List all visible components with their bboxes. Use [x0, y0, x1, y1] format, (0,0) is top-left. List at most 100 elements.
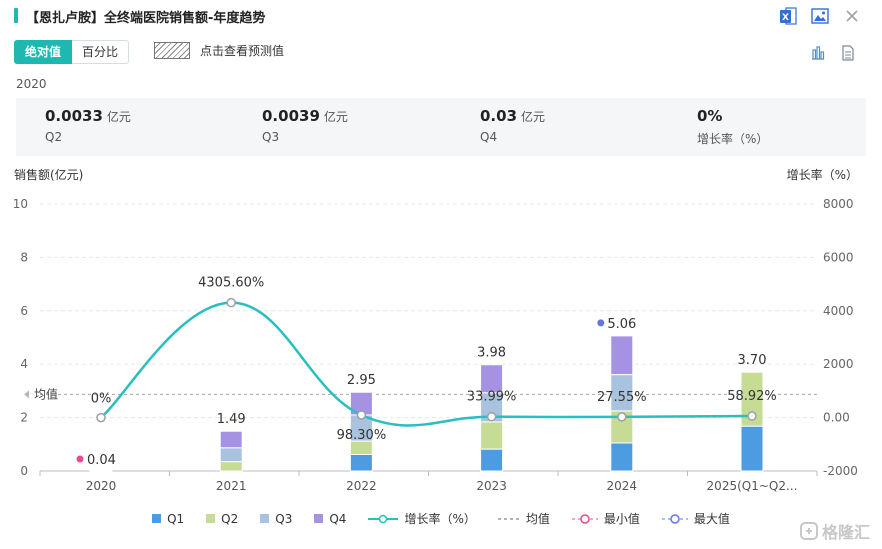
- bar-segment-q1: [610, 442, 634, 472]
- percentage-tab[interactable]: 百分比: [72, 40, 130, 64]
- summary-item-q3: 0.0039 亿元 Q3: [262, 106, 348, 144]
- image-export-icon[interactable]: [810, 6, 830, 26]
- bar-segment-q2: [480, 421, 504, 450]
- left-axis-title: 销售额(亿元): [14, 168, 84, 182]
- forecast-label: 点击查看预测值: [200, 44, 285, 58]
- growth-rate-label: 33.99%: [467, 390, 517, 405]
- legend-label: Q2: [221, 511, 239, 526]
- summary-item-growth: 0% 增长率（%）: [697, 106, 768, 147]
- right-axis-title: 增长率（%）: [786, 168, 858, 182]
- legend-label: Q4: [329, 511, 347, 526]
- legend-line-icon: [368, 514, 399, 523]
- growth-rate-point: [96, 412, 106, 423]
- growth-rate-label: 27.55%: [597, 390, 647, 405]
- bar-segment-q4: [219, 430, 243, 449]
- forecast-hatch-icon: [154, 42, 190, 59]
- y-left-tick-label: 8: [20, 250, 28, 264]
- growth-rate-point: [747, 411, 757, 421]
- legend-label: 最小值: [603, 512, 640, 526]
- legend-item-q3[interactable]: Q3: [260, 510, 292, 527]
- bar-segment-q1: [740, 425, 764, 472]
- legend-item-q4[interactable]: Q4: [314, 510, 346, 527]
- chart-title: 【恩扎卢胺】全终端医院销售额-年度趋势: [26, 11, 266, 26]
- legend-item-q2[interactable]: Q2: [206, 510, 238, 527]
- bar-total-label: 3.98: [477, 346, 506, 361]
- summary-value: 0.0039: [262, 107, 320, 125]
- legend-swatch: [260, 514, 270, 523]
- bar-segment-q1: [480, 448, 504, 472]
- min-value-marker: [76, 455, 84, 463]
- y-right-tick-label: -2000: [823, 464, 858, 478]
- summary-value: 0.0033: [45, 107, 103, 125]
- y-left-tick-label: 10: [13, 197, 28, 211]
- growth-rate-line: [100, 301, 753, 427]
- y-left-tick-label: 2: [20, 411, 28, 425]
- bar-segment-q4: [480, 364, 504, 394]
- growth-rate-point: [226, 297, 236, 308]
- growth-rate-label: 58.92%: [727, 389, 777, 404]
- growth-rate-label: 4305.60%: [198, 276, 264, 291]
- legend-item-mean[interactable]: 均值: [497, 510, 550, 527]
- y-right-tick-label: 6000: [823, 250, 854, 264]
- legend-item-min[interactable]: 最小值: [571, 510, 640, 527]
- bar-segment-q3: [219, 447, 243, 463]
- watermark: 格隆汇: [799, 519, 870, 543]
- growth-rate-point: [486, 411, 497, 422]
- bar-total-label: 2.95: [347, 373, 376, 388]
- legend-label: 增长率（%）: [404, 512, 476, 526]
- bar-segment-q2: [219, 461, 243, 472]
- excel-export-icon[interactable]: X: [778, 6, 798, 26]
- close-icon[interactable]: [842, 6, 862, 26]
- bar-total-label: 3.70: [738, 353, 767, 368]
- mean-label: 均值: [34, 386, 58, 401]
- legend-max-icon: [661, 513, 688, 524]
- legend-swatch: [206, 514, 216, 523]
- legend-label: Q1: [167, 511, 185, 526]
- summary-label: 增长率（%）: [697, 132, 769, 146]
- y-left-tick-label: 4: [20, 357, 28, 371]
- watermark-logo-icon: [799, 522, 818, 540]
- legend-swatch: [314, 514, 324, 523]
- x-tick-label: 2021: [216, 479, 247, 493]
- title-bar: 【恩扎卢胺】全终端医院销售额-年度趋势 X: [0, 0, 882, 32]
- bar-segment-q4: [89, 469, 113, 472]
- summary-unit: 亿元: [106, 110, 131, 124]
- watermark-text: 格隆汇: [821, 523, 870, 542]
- legend-item-growth[interactable]: 增长率（%）: [368, 510, 476, 527]
- legend-item-q1[interactable]: Q1: [152, 510, 184, 527]
- legend-label: 均值: [525, 512, 550, 526]
- y-left-tick-label: 0: [20, 464, 28, 478]
- chart-legend: Q1 Q2 Q3 Q4 增长率（%） 均值 最小值 最大值: [0, 510, 882, 527]
- top-toolbar: X: [778, 6, 862, 26]
- view-switch: [808, 43, 858, 63]
- y-right-tick-label: 2000: [823, 357, 854, 371]
- summary-value: 0.03: [480, 107, 518, 125]
- growth-rate-point: [617, 412, 627, 422]
- legend-dash-icon: [497, 517, 520, 520]
- table-view-icon[interactable]: [838, 43, 858, 63]
- mean-marker-icon: [24, 390, 29, 399]
- bar-total-label: 1.49: [217, 412, 246, 427]
- y-left-tick-label: 6: [20, 304, 28, 318]
- bar-chart-icon[interactable]: [808, 43, 828, 63]
- summary-label: Q4: [480, 130, 498, 144]
- legend-label: Q3: [275, 511, 293, 526]
- x-tick-label: 2022: [346, 479, 377, 493]
- value-mode-toggle: 绝对值 百分比: [14, 40, 130, 64]
- x-tick-label: 2020: [86, 479, 117, 493]
- absolute-value-tab[interactable]: 绝对值: [14, 40, 73, 64]
- summary-unit: 亿元: [323, 110, 348, 124]
- summary-value: 0%: [697, 107, 723, 125]
- bar-segment-q2: [740, 371, 764, 427]
- forecast-toggle[interactable]: 点击查看预测值: [154, 42, 284, 59]
- summary-unit: 亿元: [521, 110, 546, 124]
- growth-rate-label: 98.30%: [337, 428, 387, 443]
- legend-item-max[interactable]: 最大值: [661, 510, 730, 527]
- bar-total-label: 0.04: [87, 453, 116, 468]
- bar-segment-q2: [349, 440, 373, 455]
- legend-min-icon: [571, 513, 598, 524]
- summary-item-q4: 0.03 亿元 Q4: [480, 106, 545, 144]
- bar-segment-q1: [349, 453, 373, 472]
- x-tick-label: 2024: [607, 479, 638, 493]
